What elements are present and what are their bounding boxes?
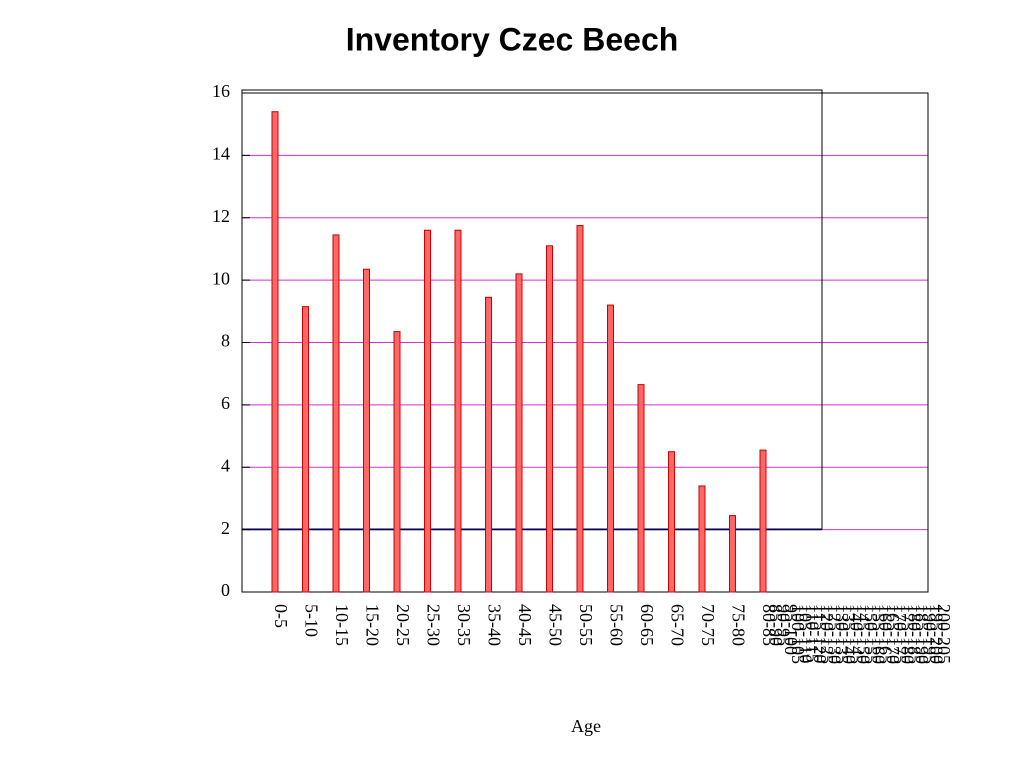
bar xyxy=(668,451,675,593)
x-tick-label: 105-110 xyxy=(795,604,815,663)
x-axis-label: Age xyxy=(571,716,601,736)
bar xyxy=(424,229,431,593)
x-tick-label: 100-105 xyxy=(788,604,808,664)
x-tick-label: 160-165 xyxy=(876,604,896,664)
x-tick-label: 30-35 xyxy=(454,604,474,646)
x-tick-label: 135-140 xyxy=(839,604,859,664)
x-tick-label: 25-30 xyxy=(423,604,443,646)
bar xyxy=(576,225,584,593)
x-tick-label: 150-155 xyxy=(861,604,881,664)
grid xyxy=(242,92,928,593)
y-tick-label: 6 xyxy=(221,393,230,413)
x-tick-label: 155-160 xyxy=(868,604,888,664)
x-tick-label: 190-195 xyxy=(919,604,939,664)
y-tick-label: 12 xyxy=(212,206,230,226)
x-tick-label: 65-70 xyxy=(667,604,687,646)
x-tick-label: 20-25 xyxy=(393,604,413,646)
x-tick-label: 80-85 xyxy=(759,604,779,646)
x-tick-label: 85-90 xyxy=(766,604,786,646)
x-tick-label: 170-175 xyxy=(890,604,910,664)
x-tick-label: 195-200 xyxy=(927,604,947,664)
x-tick-label: 200-205 xyxy=(934,604,954,664)
x-tick-label: 35-40 xyxy=(484,604,504,646)
x-tick-label: 115-120 xyxy=(810,604,830,663)
y-tick-label: 14 xyxy=(212,144,230,164)
x-tick-label: 75-80 xyxy=(728,604,748,646)
x-tick-label: 40-45 xyxy=(515,604,535,646)
x-tick-label: 145-150 xyxy=(854,604,874,664)
x-tick-label: 90-95 xyxy=(773,604,793,646)
x-tick-label: 185-190 xyxy=(912,604,932,664)
bar xyxy=(729,515,736,593)
x-tick-label: 165-170 xyxy=(883,604,903,664)
x-tick-label: 5-10 xyxy=(301,604,321,637)
x-tick-label: 125-130 xyxy=(825,604,845,664)
x-tick-label: 10-15 xyxy=(332,604,352,646)
y-tick-label: 10 xyxy=(212,268,230,288)
x-tick-label: 15-20 xyxy=(362,604,382,646)
y-tick-label: 2 xyxy=(221,518,230,538)
x-tick-label: 0-5 xyxy=(271,604,291,628)
x-tick-label: 120-125 xyxy=(817,604,837,664)
x-tick-label: 55-60 xyxy=(606,604,626,646)
bar xyxy=(759,449,767,593)
x-tick-label: 50-55 xyxy=(576,604,596,646)
bar xyxy=(393,331,401,593)
x-tick-label: 130-135 xyxy=(832,604,852,664)
bar xyxy=(637,384,645,593)
x-tick-label: 70-75 xyxy=(698,604,718,646)
x-tick-label: 110-115 xyxy=(803,604,823,663)
bar xyxy=(546,245,553,593)
bar xyxy=(332,234,340,593)
bar xyxy=(515,273,523,593)
bar xyxy=(607,304,614,593)
y-tick-label: 4 xyxy=(221,455,230,475)
bar xyxy=(485,296,492,593)
x-tick-label: 95-100 xyxy=(781,604,801,655)
x-tick-label: 140-145 xyxy=(846,604,866,664)
y-tick-label: 0 xyxy=(221,580,230,600)
x-tick-label: 60-65 xyxy=(637,604,657,646)
bar xyxy=(271,111,279,593)
bar xyxy=(302,306,309,593)
bar xyxy=(454,229,462,593)
bar xyxy=(363,268,370,593)
y-tick-label: 8 xyxy=(221,331,230,351)
bar xyxy=(698,485,706,593)
x-tick-label: 180-185 xyxy=(905,604,925,664)
chart-title: Inventory Czec Beech xyxy=(346,21,679,57)
x-tick-label: 175-180 xyxy=(897,604,917,664)
x-tick-label: 45-50 xyxy=(545,604,565,646)
y-tick-label: 16 xyxy=(212,81,230,101)
